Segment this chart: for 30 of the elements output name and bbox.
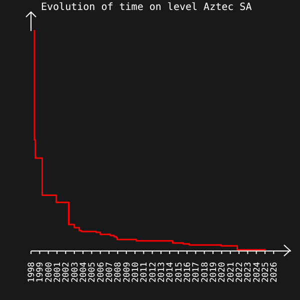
x-tick-label: 2021: [226, 262, 236, 282]
x-tick-label: 2000: [44, 262, 54, 282]
x-tick-label: 2006: [96, 262, 106, 282]
x-tick-label: 2024: [252, 262, 262, 282]
x-tick-label: 2022: [235, 262, 245, 282]
x-tick-label: 2017: [192, 262, 202, 282]
x-tick-label: 1999: [36, 262, 46, 282]
x-tick-label: 2026: [270, 262, 280, 282]
x-tick-label: 2016: [183, 262, 193, 282]
x-tick-label: 2012: [148, 262, 158, 282]
x-tick-label: 2015: [174, 262, 184, 282]
x-tick-label: 2001: [53, 262, 63, 282]
x-tick-label: 2020: [218, 262, 228, 282]
x-tick-label: 2019: [209, 262, 219, 282]
x-tick-label: 2023: [244, 262, 254, 282]
x-tick-label: 2007: [105, 262, 115, 282]
x-tick-label: 2004: [79, 262, 89, 282]
x-tick-label: 2003: [70, 262, 80, 282]
x-tick-label: 2025: [261, 262, 271, 282]
x-tick-label: 2002: [62, 262, 72, 282]
x-tick-label: 2014: [166, 262, 176, 282]
x-tick-label: 2011: [140, 262, 150, 282]
x-tick-label: 1998: [27, 262, 37, 282]
x-tick-label: 2010: [131, 262, 141, 282]
x-tick-label: 2013: [157, 262, 167, 282]
x-tick-label: 2005: [88, 262, 98, 282]
chart-title: Evolution of time on level Aztec SA: [41, 1, 252, 15]
x-tick-label: 2008: [114, 262, 124, 282]
x-tick-label: 2009: [122, 262, 132, 282]
x-tick-label: 2018: [200, 262, 210, 282]
